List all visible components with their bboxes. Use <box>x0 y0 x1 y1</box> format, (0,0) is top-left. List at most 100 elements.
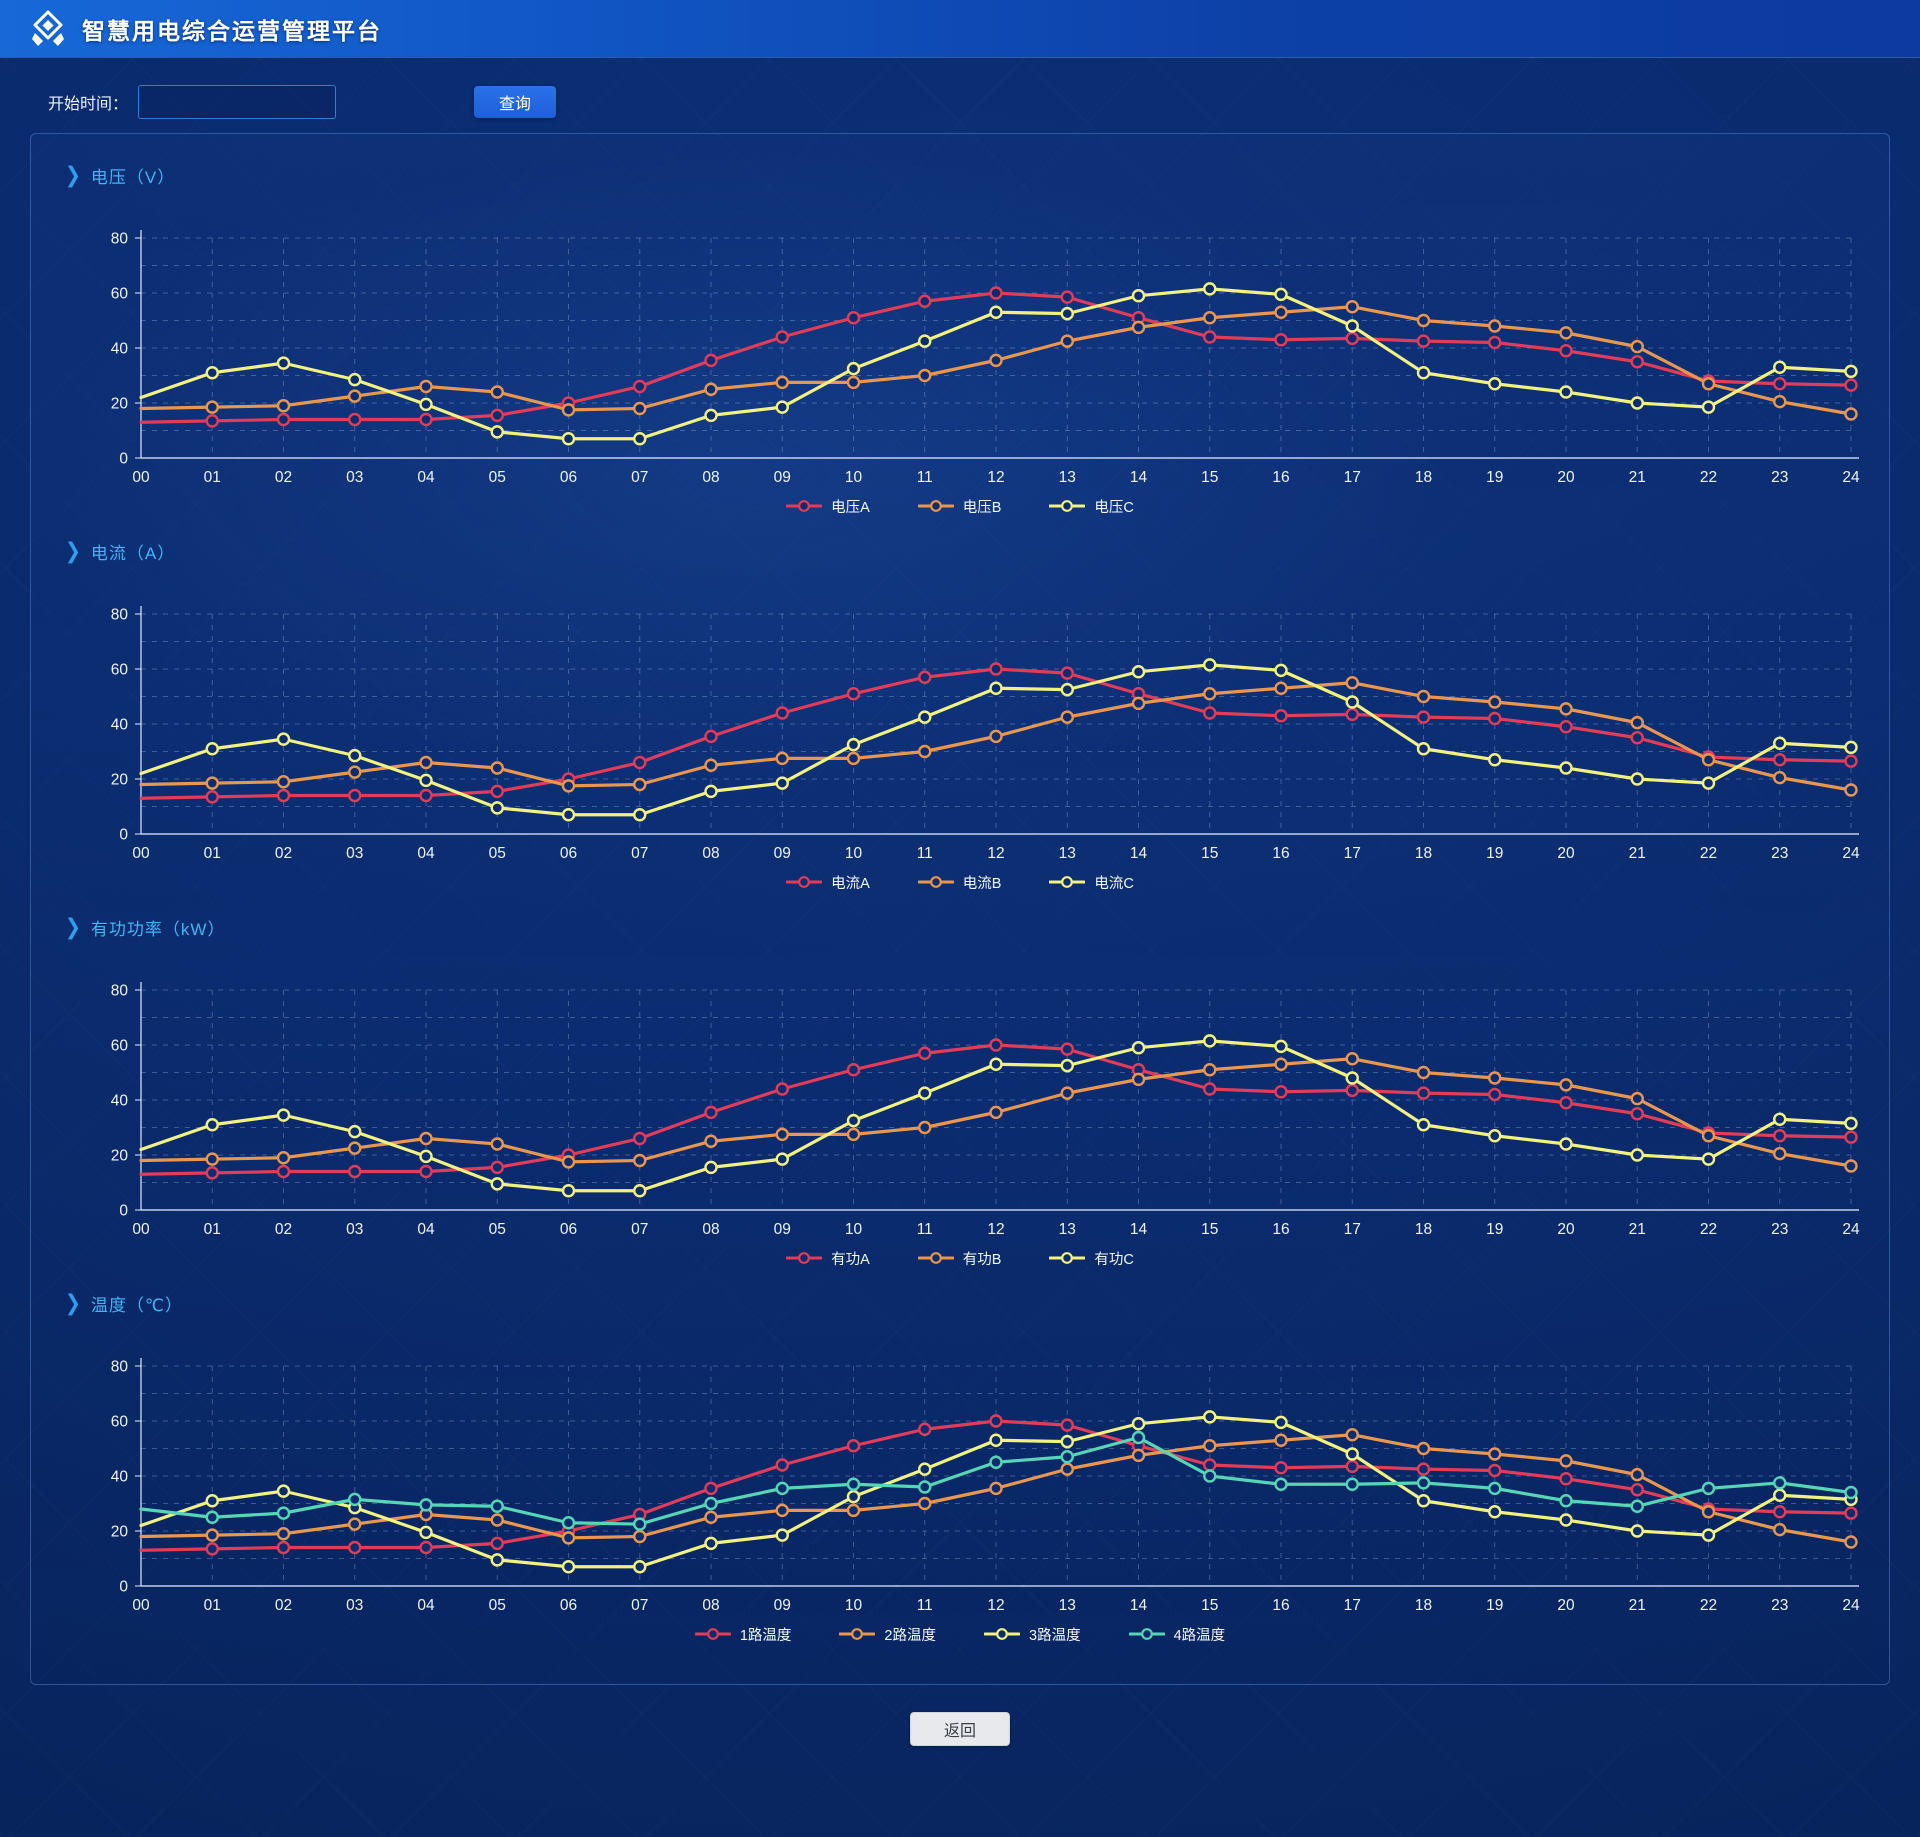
data-point <box>419 773 433 788</box>
svg-text:22: 22 <box>1700 845 1717 862</box>
chart-section-temperature: ❯ 温度（℃） 0 20 40 60 80 00 01 02 03 04 05 06 07 08 09 10 1… <box>51 1290 1869 1646</box>
svg-text:24: 24 <box>1842 845 1860 862</box>
data-point <box>1773 770 1787 785</box>
legend-item-2路温度[interactable]: 2路温度 <box>839 1624 936 1645</box>
data-point <box>633 1153 647 1168</box>
legend-item-有功A[interactable]: 有功A <box>786 1248 870 1269</box>
data-point <box>1203 1410 1217 1424</box>
svg-text:00: 00 <box>132 845 150 862</box>
legend-item-电压C[interactable]: 电压C <box>1049 496 1134 517</box>
svg-text:13: 13 <box>1059 845 1076 862</box>
data-point <box>1203 1063 1217 1077</box>
data-point <box>205 790 219 804</box>
legend-marker-icon <box>917 876 954 888</box>
svg-text:04: 04 <box>417 1221 435 1238</box>
data-point <box>419 1540 433 1555</box>
data-point <box>1559 1454 1573 1468</box>
legend-item-1路温度[interactable]: 1路温度 <box>694 1624 791 1645</box>
data-point <box>1345 676 1359 690</box>
data-point <box>1488 695 1502 709</box>
svg-text:00: 00 <box>132 1221 150 1238</box>
legend-marker-icon <box>1049 500 1086 512</box>
svg-text:02: 02 <box>275 1597 292 1614</box>
legend-marker-icon <box>1128 1628 1165 1640</box>
data-point <box>348 372 362 387</box>
series-有功A <box>139 1038 1858 1180</box>
data-point <box>633 379 647 394</box>
data-point <box>205 366 219 380</box>
data-point <box>1274 1057 1288 1071</box>
legend-item-电流A[interactable]: 电流A <box>786 872 870 893</box>
data-point <box>1559 1096 1573 1110</box>
grid-lines <box>141 613 1852 834</box>
svg-text:22: 22 <box>1700 1597 1717 1614</box>
legend-item-4路温度[interactable]: 4路温度 <box>1128 1624 1225 1645</box>
data-point <box>1488 1071 1502 1085</box>
data-point <box>490 425 504 439</box>
data-point <box>918 294 932 308</box>
legend-item-电流C[interactable]: 电流C <box>1049 872 1134 893</box>
legend-marker-icon <box>786 876 823 888</box>
data-point <box>1274 1085 1288 1099</box>
data-point <box>775 1503 789 1518</box>
svg-text:40: 40 <box>111 1469 129 1486</box>
svg-text:01: 01 <box>204 469 221 486</box>
chart-section-current: ❯ 电流（A） 0 20 40 60 80 00 01 02 03 04 05 06 07 08 09 10 1… <box>51 538 1869 894</box>
data-point <box>490 1137 504 1151</box>
data-point <box>276 356 291 370</box>
data-point <box>561 1155 576 1169</box>
data-point <box>490 1513 504 1527</box>
data-point <box>205 776 219 790</box>
svg-text:03: 03 <box>346 845 363 862</box>
legend-label: 2路温度 <box>884 1627 936 1644</box>
back-button[interactable]: 返回 <box>910 1712 1010 1746</box>
svg-text:07: 07 <box>631 845 648 862</box>
data-point <box>276 1484 291 1498</box>
data-point <box>1345 1477 1359 1491</box>
data-point <box>561 1560 576 1574</box>
start-time-input[interactable] <box>139 86 337 118</box>
data-point <box>1060 1462 1074 1476</box>
svg-text:20: 20 <box>111 1524 129 1541</box>
data-point <box>1630 339 1644 354</box>
svg-text:20: 20 <box>1557 845 1575 862</box>
svg-text:01: 01 <box>204 845 221 862</box>
axes <box>140 230 1859 459</box>
data-point <box>276 1108 291 1122</box>
start-time-picker[interactable] <box>138 85 337 119</box>
data-point <box>1203 658 1217 672</box>
query-button[interactable]: 查询 <box>474 86 557 118</box>
legend-item-3路温度[interactable]: 3路温度 <box>984 1624 1081 1645</box>
query-toolbar: 开始时间： 查询 <box>48 84 1920 120</box>
legend-item-有功B[interactable]: 有功B <box>917 1248 1001 1269</box>
data-point <box>918 670 932 684</box>
svg-text:19: 19 <box>1486 845 1503 862</box>
data-point <box>846 1489 861 1504</box>
data-point <box>1060 1042 1074 1056</box>
svg-text:24: 24 <box>1842 1597 1860 1614</box>
svg-text:60: 60 <box>111 662 129 679</box>
data-point <box>633 1560 647 1574</box>
svg-text:09: 09 <box>774 1597 791 1614</box>
legend-item-有功C[interactable]: 有功C <box>1049 1248 1134 1269</box>
series-3路温度 <box>139 1410 1858 1574</box>
data-point <box>1701 753 1716 767</box>
app-logo-icon <box>32 10 64 46</box>
data-point <box>490 1536 504 1551</box>
svg-text:14: 14 <box>1130 469 1148 486</box>
legend-item-电流B[interactable]: 电流B <box>917 872 1001 893</box>
legend-item-电压B[interactable]: 电压B <box>917 496 1001 517</box>
data-point <box>846 1127 861 1142</box>
data-point <box>205 1542 219 1556</box>
data-point <box>989 305 1003 319</box>
legend-item-电压A[interactable]: 电压A <box>786 496 870 517</box>
line-chart-svg: 0 20 40 60 80 00 01 02 03 04 05 06 07 08 09 10 11 12 13 14 1… <box>111 982 1860 1238</box>
series-电流B <box>139 676 1858 797</box>
data-point <box>490 784 504 799</box>
data-point <box>1559 1137 1573 1151</box>
data-point <box>419 1525 433 1540</box>
data-point <box>276 1164 291 1179</box>
data-point <box>1630 772 1644 786</box>
data-point <box>918 1462 932 1476</box>
data-point <box>490 761 504 775</box>
